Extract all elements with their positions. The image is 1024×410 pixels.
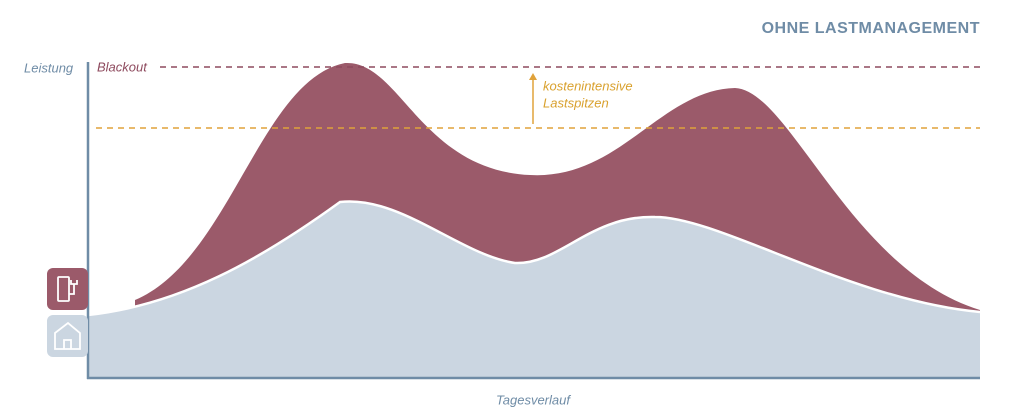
title: OHNE LASTMANAGEMENT (762, 20, 980, 37)
ev-icon (57, 276, 78, 302)
arrow-head (529, 73, 537, 80)
ev-icon-bg (47, 268, 88, 310)
base-load-area (88, 201, 980, 378)
y-axis-label: Leistung (24, 60, 74, 75)
base-load-edge (87, 200, 981, 317)
house-icon-bg (47, 315, 88, 357)
house-icon (54, 321, 81, 350)
blackout-label: Blackout (97, 59, 148, 74)
x-axis-label: Tagesverlauf (496, 392, 571, 407)
peak-label: Lastspitzen (543, 95, 609, 110)
peak-label: kostenintensive (543, 78, 633, 93)
